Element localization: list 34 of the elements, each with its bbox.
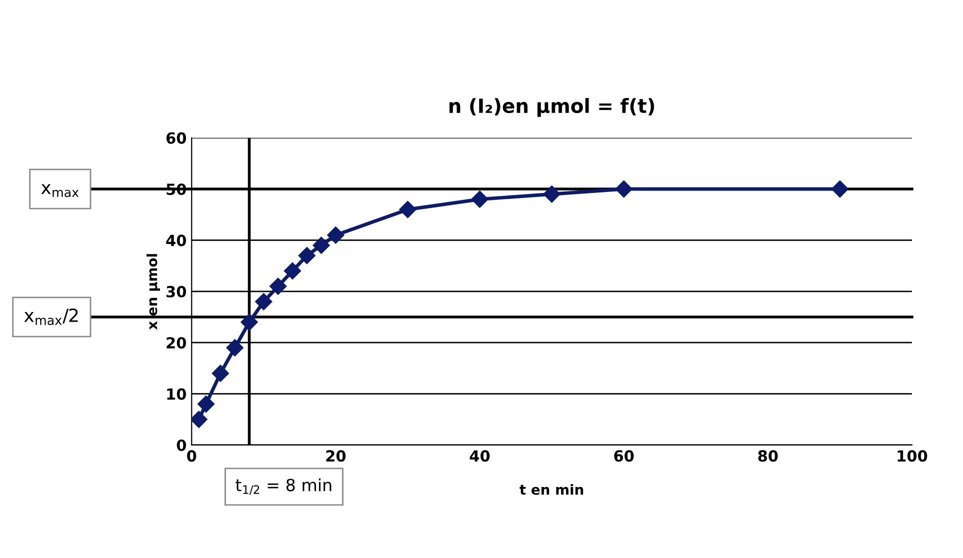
y-tick-label: 10 (167, 388, 186, 400)
point (399, 200, 416, 218)
ref-line-label: x$_{max}$/2 (24, 308, 78, 325)
x-tick-label: 100 (898, 450, 928, 462)
ref-line-label: x$_{max}$ (41, 184, 79, 198)
x-tick-label: 60 (614, 450, 634, 462)
chart-title: n (I₂)en µmol = f(t) (449, 98, 654, 117)
point (197, 395, 215, 413)
ref-line-label: t$_{1/2}$ = 8 min (236, 478, 332, 495)
point (615, 180, 632, 198)
point (831, 180, 848, 198)
point (284, 262, 302, 280)
point (240, 314, 258, 331)
point (192, 410, 208, 428)
y-axis-title: x en µmol (146, 254, 160, 330)
x-tick-label: 40 (470, 450, 490, 462)
y-tick-label: 0 (176, 439, 186, 452)
x-tick-label: 80 (758, 450, 778, 462)
point (312, 236, 330, 254)
point (471, 190, 488, 208)
x-tick-label: 20 (326, 450, 346, 462)
y-tick-label: 30 (166, 286, 186, 298)
y-tick-label: 60 (166, 132, 186, 144)
point (212, 364, 229, 382)
y-tick-label: 20 (166, 337, 186, 349)
y-tick-label: 40 (166, 234, 186, 246)
point (270, 278, 287, 295)
point (327, 226, 344, 244)
point (543, 186, 560, 203)
point (255, 293, 272, 310)
x-axis-title: t en min (520, 484, 584, 495)
point (226, 339, 244, 356)
point (298, 247, 316, 264)
x-tick-label: 0 (187, 450, 196, 462)
